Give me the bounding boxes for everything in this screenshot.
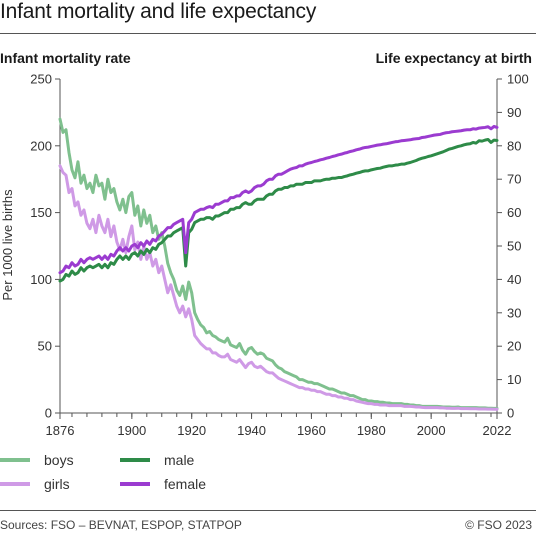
x-tick-label: 2000 [417,423,446,438]
right-tick-label: 30 [507,305,521,320]
bottom-divider [0,510,536,511]
copyright-note: © FSO 2023 [465,518,532,532]
axes-group [55,78,502,419]
left-tick-label: 0 [45,406,52,421]
x-tick-label: 1876 [46,423,75,438]
left-y-label: Per 1000 live births [0,189,15,301]
x-tick-label: 1940 [237,423,266,438]
right-tick-label: 70 [507,172,521,187]
x-tick-label: 1960 [297,423,326,438]
series-line-male [58,137,499,283]
legend-item-boys: boys [0,452,74,468]
chart-plot: 1876 1900 1920 1940 1960 1980 2000 202205010015… [0,72,529,439]
series-line-boys [58,117,499,410]
right-tick-label: 100 [507,72,529,87]
left-tick-label: 100 [30,272,52,287]
legend-swatch-male [120,458,150,462]
right-tick-label: 60 [507,205,521,220]
right-tick-label: 90 [507,105,521,120]
series-lines [58,117,499,411]
left-tick-label: 200 [30,138,52,153]
top-divider [0,33,536,34]
legend-swatch-female [120,482,150,486]
chart-title: Infant mortality and life expectancy [0,0,317,23]
legend-item-female: female [120,476,206,492]
x-tick-label: 1920 [177,423,206,438]
right-tick-label: 40 [507,272,521,287]
legend-label-female: female [164,476,207,492]
legend-swatch-girls [0,482,30,486]
legend-label-boys: boys [44,452,74,468]
right-tick-label: 10 [507,372,521,387]
legend-item-male: male [120,452,194,468]
right-tick-label: 20 [507,339,521,354]
left-tick-label: 250 [30,72,52,87]
series-line-girls [58,164,499,411]
left-tick-label: 150 [30,205,52,220]
legend-label-male: male [164,452,195,468]
right-tick-label: 80 [507,138,521,153]
left-tick-label: 50 [38,339,52,354]
source-note: Sources: FSO – BEVNAT, ESPOP, STATPOP [0,518,242,532]
right-tick-label: 0 [507,406,514,421]
right-axis-title: Life expectancy at birth [375,50,532,66]
legend-swatch-boys [0,458,30,462]
x-tick-label: 2022 [483,423,512,438]
legend-item-girls: girls [0,476,70,492]
x-tick-label: 1980 [357,423,386,438]
x-tick-label: 1900 [117,423,146,438]
tick-labels: 1876 1900 1920 1940 1960 1980 2000 202205010015… [30,72,528,439]
legend: boys girls male female [0,452,300,502]
left-axis-title: Infant mortality rate [0,50,131,66]
series-line-female [58,124,499,275]
legend-label-girls: girls [44,476,70,492]
right-tick-label: 50 [507,239,521,254]
